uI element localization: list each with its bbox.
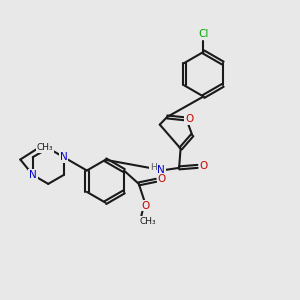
Text: H: H [150, 164, 157, 172]
Text: N: N [158, 165, 165, 175]
Text: O: O [185, 114, 194, 124]
Text: O: O [142, 201, 150, 211]
Text: CH₃: CH₃ [37, 143, 53, 152]
Text: N: N [60, 152, 68, 162]
Text: CH₃: CH₃ [140, 217, 156, 226]
Text: Cl: Cl [198, 29, 209, 39]
Text: O: O [158, 174, 166, 184]
Text: O: O [200, 161, 208, 171]
Text: N: N [29, 170, 37, 180]
